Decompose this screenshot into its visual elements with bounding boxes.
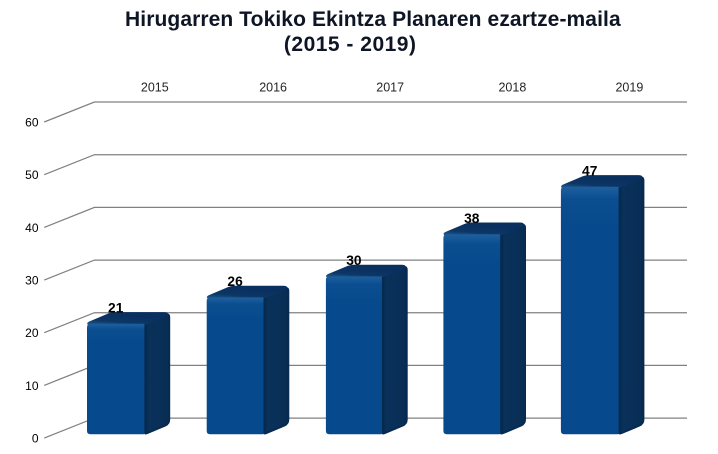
svg-text:40: 40: [25, 221, 39, 235]
svg-text:50: 50: [25, 168, 39, 182]
svg-text:2016: 2016: [259, 81, 287, 95]
svg-text:2015: 2015: [141, 81, 169, 95]
svg-text:30: 30: [346, 253, 362, 268]
svg-text:38: 38: [464, 211, 480, 226]
svg-text:20: 20: [25, 326, 39, 340]
svg-text:2017: 2017: [376, 81, 404, 95]
svg-text:(2015 - 2019): (2015 - 2019): [284, 33, 417, 56]
svg-text:Hirugarren Tokiko Ekintza Plan: Hirugarren Tokiko Ekintza Planaren ezart…: [125, 8, 621, 31]
svg-text:0: 0: [32, 432, 39, 446]
svg-text:30: 30: [25, 274, 39, 288]
svg-text:21: 21: [108, 300, 124, 315]
svg-text:2019: 2019: [615, 81, 643, 95]
svg-text:60: 60: [25, 115, 39, 129]
svg-text:2018: 2018: [498, 81, 526, 95]
svg-text:47: 47: [582, 163, 598, 178]
svg-text:26: 26: [227, 274, 243, 289]
svg-text:10: 10: [25, 379, 39, 393]
